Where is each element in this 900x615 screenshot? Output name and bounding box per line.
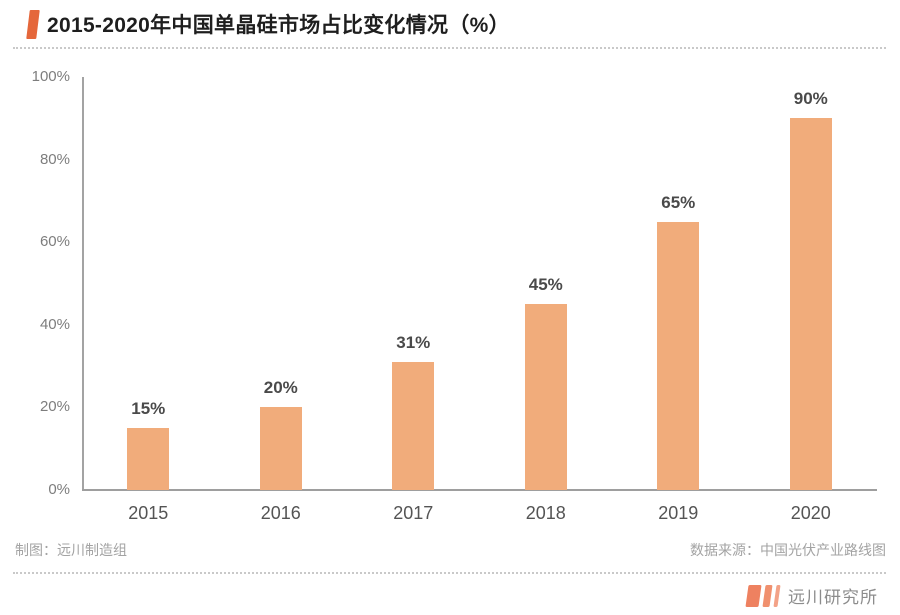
- x-axis-category-label: 2016: [260, 503, 301, 523]
- brand-footer: 远川研究所: [745, 583, 878, 608]
- footer-divider: [13, 572, 886, 574]
- x-axis-line: [82, 489, 877, 491]
- bar-value-label: 90%: [793, 89, 828, 109]
- header-divider: [13, 47, 886, 49]
- y-axis-tick-label: 0%: [48, 481, 70, 498]
- bar-2015: [127, 428, 170, 490]
- bar-2016: [259, 407, 302, 490]
- chart-footnotes: 制图：远川制造组 数据来源：中国光伏产业路线图: [15, 540, 886, 560]
- x-axis-category-label: 2015: [128, 503, 169, 523]
- bar-value-label: 65%: [661, 192, 696, 212]
- bar-value-label: 15%: [131, 399, 166, 419]
- x-axis-category-label: 2019: [658, 503, 699, 523]
- x-axis-category-label: 2017: [393, 503, 434, 523]
- bar-value-label: 31%: [396, 332, 431, 352]
- y-axis-tick-label: 20%: [39, 398, 70, 416]
- bar-2017: [392, 361, 435, 490]
- y-axis-tick-label: 80%: [39, 150, 70, 168]
- brand-name: 远川研究所: [788, 588, 878, 607]
- x-axis-category-label: 2018: [525, 503, 566, 523]
- y-axis-tick-label: 100%: [31, 68, 70, 85]
- y-axis-line: [82, 77, 84, 491]
- data-source-text: 数据来源：中国光伏产业路线图: [690, 542, 886, 558]
- bar-value-label: 20%: [263, 378, 298, 398]
- bar-2020: [789, 118, 832, 490]
- credit-text: 制图：远川制造组: [15, 542, 127, 558]
- yuanchuan-logo-icon: [745, 584, 781, 608]
- bar-2018: [524, 304, 567, 490]
- bar-value-label: 45%: [528, 275, 563, 295]
- chart-title: 2015-2020年中国单晶硅市场占比变化情况（%）: [47, 14, 510, 37]
- y-axis-tick-label: 60%: [39, 233, 70, 251]
- bar-2019: [657, 221, 700, 490]
- chart-header: 2015-2020年中国单晶硅市场占比变化情况（%）: [26, 9, 510, 39]
- x-axis-category-label: 2020: [790, 503, 831, 523]
- y-axis-tick-label: 40%: [39, 315, 70, 333]
